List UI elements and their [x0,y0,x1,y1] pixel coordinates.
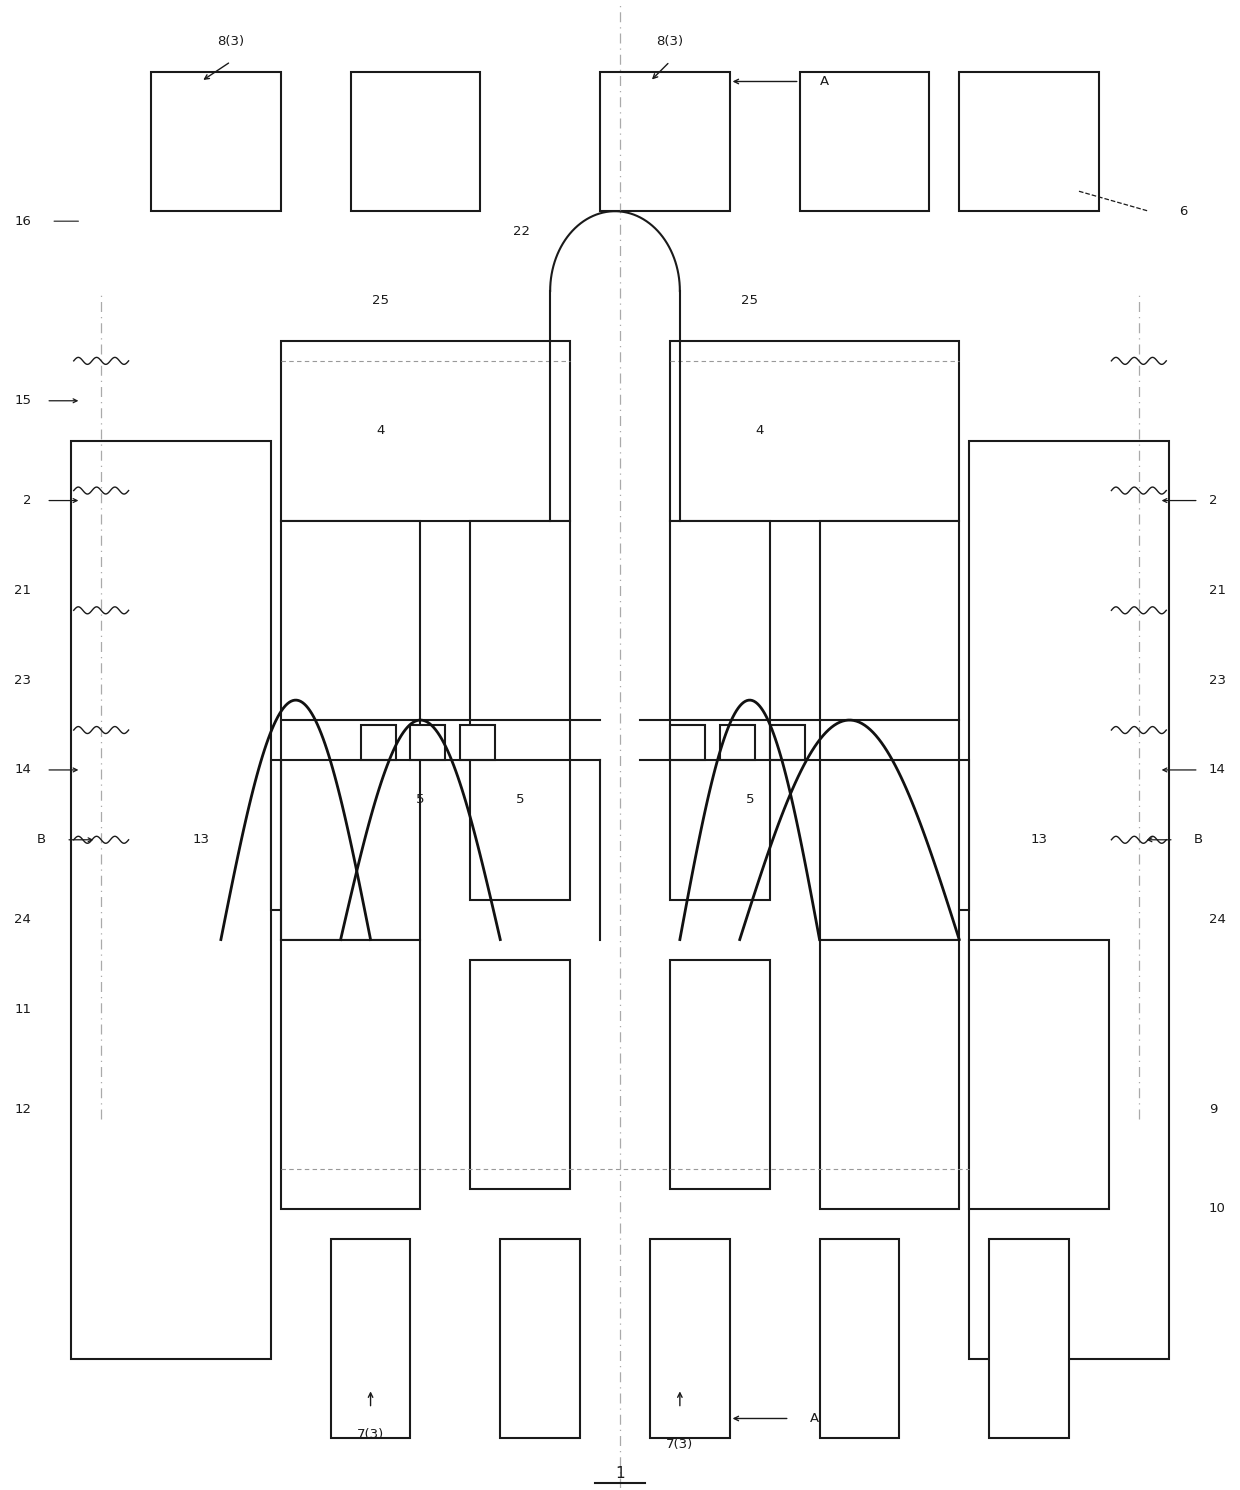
Text: A: A [810,1413,818,1424]
Bar [820,1238,899,1438]
Text: 1: 1 [615,1466,625,1481]
Bar [820,520,960,940]
Bar [990,1238,1069,1438]
Text: 23: 23 [15,673,31,687]
Bar [351,72,480,212]
Text: 21: 21 [15,584,31,597]
Bar [849,760,970,909]
Text: 5: 5 [745,793,754,806]
Text: 5: 5 [417,793,424,806]
Text: 9: 9 [1209,1103,1216,1116]
Text: 21: 21 [1209,584,1225,597]
Bar [719,726,755,760]
Bar [770,726,805,760]
Bar [670,960,770,1189]
Text: 11: 11 [15,1003,31,1016]
Bar [500,1238,580,1438]
Bar [361,726,396,760]
Text: 8(3): 8(3) [656,36,683,48]
Bar [280,520,420,940]
Text: 2: 2 [1209,495,1218,507]
Bar [151,72,280,212]
Bar [331,1238,410,1438]
Text: 7(3): 7(3) [357,1429,384,1441]
Text: 5: 5 [516,793,525,806]
Bar [970,441,1169,1359]
Text: 24: 24 [1209,913,1225,927]
Bar [970,940,1109,1208]
Bar [71,441,270,1359]
Bar [460,726,495,760]
Text: 13: 13 [192,833,210,846]
Bar [800,72,929,212]
Bar [820,940,960,1208]
Bar [270,760,391,909]
Text: 4: 4 [755,425,764,437]
Text: 23: 23 [1209,673,1225,687]
Bar [670,520,770,900]
Text: A: A [820,74,828,88]
Text: 15: 15 [15,395,31,407]
Bar [650,1238,730,1438]
Text: B: B [37,833,46,846]
Bar [470,520,570,900]
Bar [470,960,570,1189]
Bar [670,341,960,520]
Text: 25: 25 [742,295,758,307]
Bar [960,72,1099,212]
Bar [280,940,420,1208]
Text: 6: 6 [1179,204,1187,218]
Bar [280,341,570,520]
Text: 25: 25 [372,295,389,307]
Text: 14: 14 [15,763,31,776]
Text: 4: 4 [377,425,384,437]
Text: 2: 2 [22,495,31,507]
Text: 16: 16 [15,215,31,228]
Bar [670,726,704,760]
Text: 10: 10 [1209,1202,1225,1216]
Text: 14: 14 [1209,763,1225,776]
Text: 8(3): 8(3) [217,36,244,48]
Bar [410,726,445,760]
Text: 13: 13 [1030,833,1048,846]
Text: 24: 24 [15,913,31,927]
Text: 7(3): 7(3) [666,1438,693,1451]
Bar [600,72,730,212]
Text: 22: 22 [513,225,531,237]
Text: 12: 12 [15,1103,31,1116]
Text: B: B [1194,833,1203,846]
